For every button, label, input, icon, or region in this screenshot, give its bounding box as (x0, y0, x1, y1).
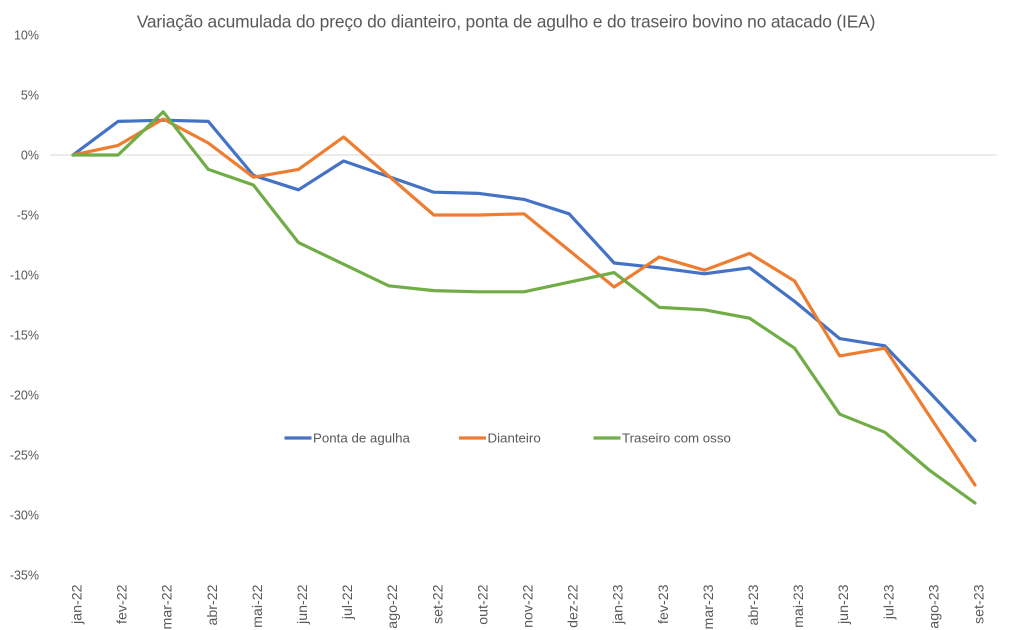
svg-text:5%: 5% (21, 89, 39, 103)
svg-text:0%: 0% (21, 149, 39, 163)
svg-text:Ponta de agulha: Ponta de agulha (313, 431, 410, 446)
svg-text:mar-22: mar-22 (160, 584, 176, 629)
svg-text:abr-23: abr-23 (746, 584, 762, 625)
svg-text:fev-23: fev-23 (656, 584, 672, 624)
svg-text:-30%: -30% (10, 509, 39, 523)
svg-text:-5%: -5% (17, 209, 39, 223)
svg-text:fev-22: fev-22 (115, 584, 131, 624)
svg-text:-20%: -20% (10, 389, 39, 403)
svg-text:-15%: -15% (10, 329, 39, 343)
svg-text:out-22: out-22 (475, 584, 491, 624)
svg-text:abr-22: abr-22 (205, 584, 221, 625)
svg-text:jul-23: jul-23 (881, 584, 897, 620)
svg-text:set-23: set-23 (972, 584, 988, 624)
svg-text:Variação acumulada do preço do: Variação acumulada do preço do dianteiro… (137, 12, 876, 32)
svg-text:mai-23: mai-23 (791, 584, 807, 627)
svg-text:Traseiro com osso: Traseiro com osso (622, 431, 731, 446)
svg-text:dez-22: dez-22 (566, 584, 582, 627)
svg-text:ago-23: ago-23 (926, 584, 942, 628)
svg-text:-25%: -25% (10, 449, 39, 463)
svg-text:jun-23: jun-23 (836, 584, 852, 625)
svg-text:Dianteiro: Dianteiro (488, 431, 541, 446)
svg-text:mar-23: mar-23 (701, 584, 717, 629)
svg-text:ago-22: ago-22 (385, 584, 401, 628)
svg-text:-10%: -10% (10, 269, 39, 283)
svg-text:jul-22: jul-22 (340, 584, 356, 620)
svg-text:nov-22: nov-22 (521, 584, 537, 627)
svg-text:mai-22: mai-22 (250, 584, 266, 627)
svg-text:-35%: -35% (10, 569, 39, 583)
svg-text:10%: 10% (14, 29, 39, 43)
svg-text:jun-22: jun-22 (295, 584, 311, 625)
svg-text:jan-23: jan-23 (611, 584, 627, 625)
svg-text:set-22: set-22 (430, 584, 446, 624)
svg-text:jan-22: jan-22 (70, 584, 86, 625)
